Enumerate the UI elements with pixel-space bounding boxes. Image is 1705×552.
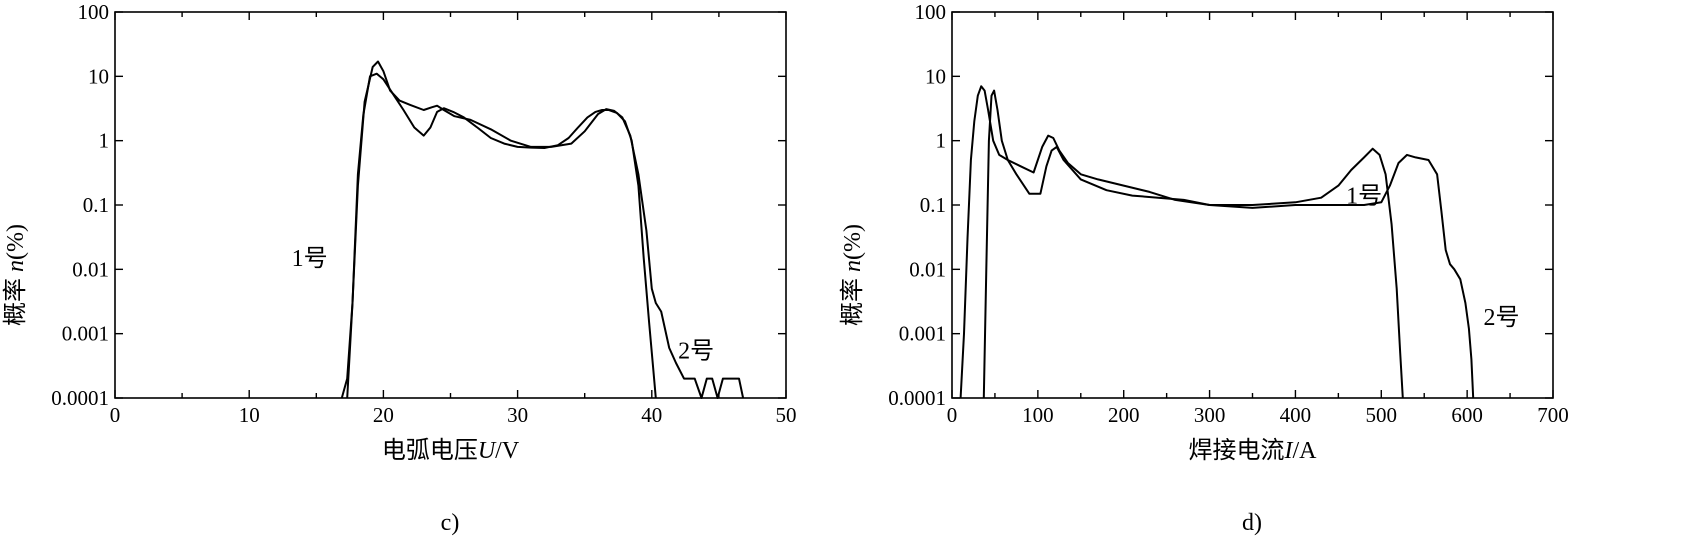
y-tick-label: 1 <box>936 129 947 153</box>
x-tick-label: 30 <box>507 403 528 427</box>
series-line-1 <box>959 85 1404 399</box>
x-tick-label: 400 <box>1280 403 1312 427</box>
series-line-2 <box>982 89 1475 399</box>
x-axis-label: 电弧电压U/V <box>382 437 520 464</box>
x-tick-label: 500 <box>1366 403 1398 427</box>
y-tick-label: 0.001 <box>62 322 109 346</box>
series-line-1 <box>340 72 657 399</box>
y-tick-label: 0.0001 <box>888 386 946 410</box>
series-line-2 <box>346 60 745 399</box>
x-tick-label: 100 <box>1022 403 1054 427</box>
y-tick-label: 100 <box>915 0 947 24</box>
x-tick-label: 700 <box>1537 403 1569 427</box>
series-annotation: 2号 <box>678 338 714 364</box>
y-tick-label: 0.01 <box>72 257 109 281</box>
x-axis-label: 焊接电流I/A <box>1189 437 1318 464</box>
x-tick-label: 40 <box>641 403 662 427</box>
panel-caption: c) <box>441 510 460 536</box>
x-tick-label: 50 <box>776 403 797 427</box>
y-axis-label: 概率 n(%) <box>2 224 29 326</box>
y-tick-label: 100 <box>78 0 110 24</box>
y-tick-label: 0.1 <box>83 193 109 217</box>
panel-caption: d) <box>1242 510 1262 536</box>
x-tick-label: 300 <box>1194 403 1226 427</box>
series-annotation: 2号 <box>1483 305 1519 331</box>
x-tick-label: 600 <box>1451 403 1483 427</box>
chart-panel-d: 0 100 200 300 400 500 600 700 0.0001 0.001 0.01 0.1… <box>839 0 1569 536</box>
x-tick-label: 200 <box>1108 403 1140 427</box>
y-axis-label: 概率 n(%) <box>839 224 866 326</box>
y-tick-label: 10 <box>925 64 946 88</box>
y-tick-label: 1 <box>99 129 110 153</box>
chart-panel-c: 0 10 20 30 40 50 0.0001 0.001 0.01 0.1 1 10 100 电弧电压U… <box>2 0 797 536</box>
x-tick-label: 0 <box>110 403 121 427</box>
y-tick-label: 10 <box>88 64 109 88</box>
x-tick-label: 20 <box>373 403 394 427</box>
x-tick-label: 10 <box>239 403 260 427</box>
y-tick-label: 0.01 <box>909 257 946 281</box>
x-tick-label: 0 <box>947 403 958 427</box>
y-tick-label: 0.0001 <box>51 386 109 410</box>
series-annotation: 1号 <box>292 246 328 272</box>
series-annotation: 1号 <box>1346 184 1382 210</box>
y-tick-label: 0.1 <box>920 193 946 217</box>
y-tick-label: 0.001 <box>899 322 946 346</box>
